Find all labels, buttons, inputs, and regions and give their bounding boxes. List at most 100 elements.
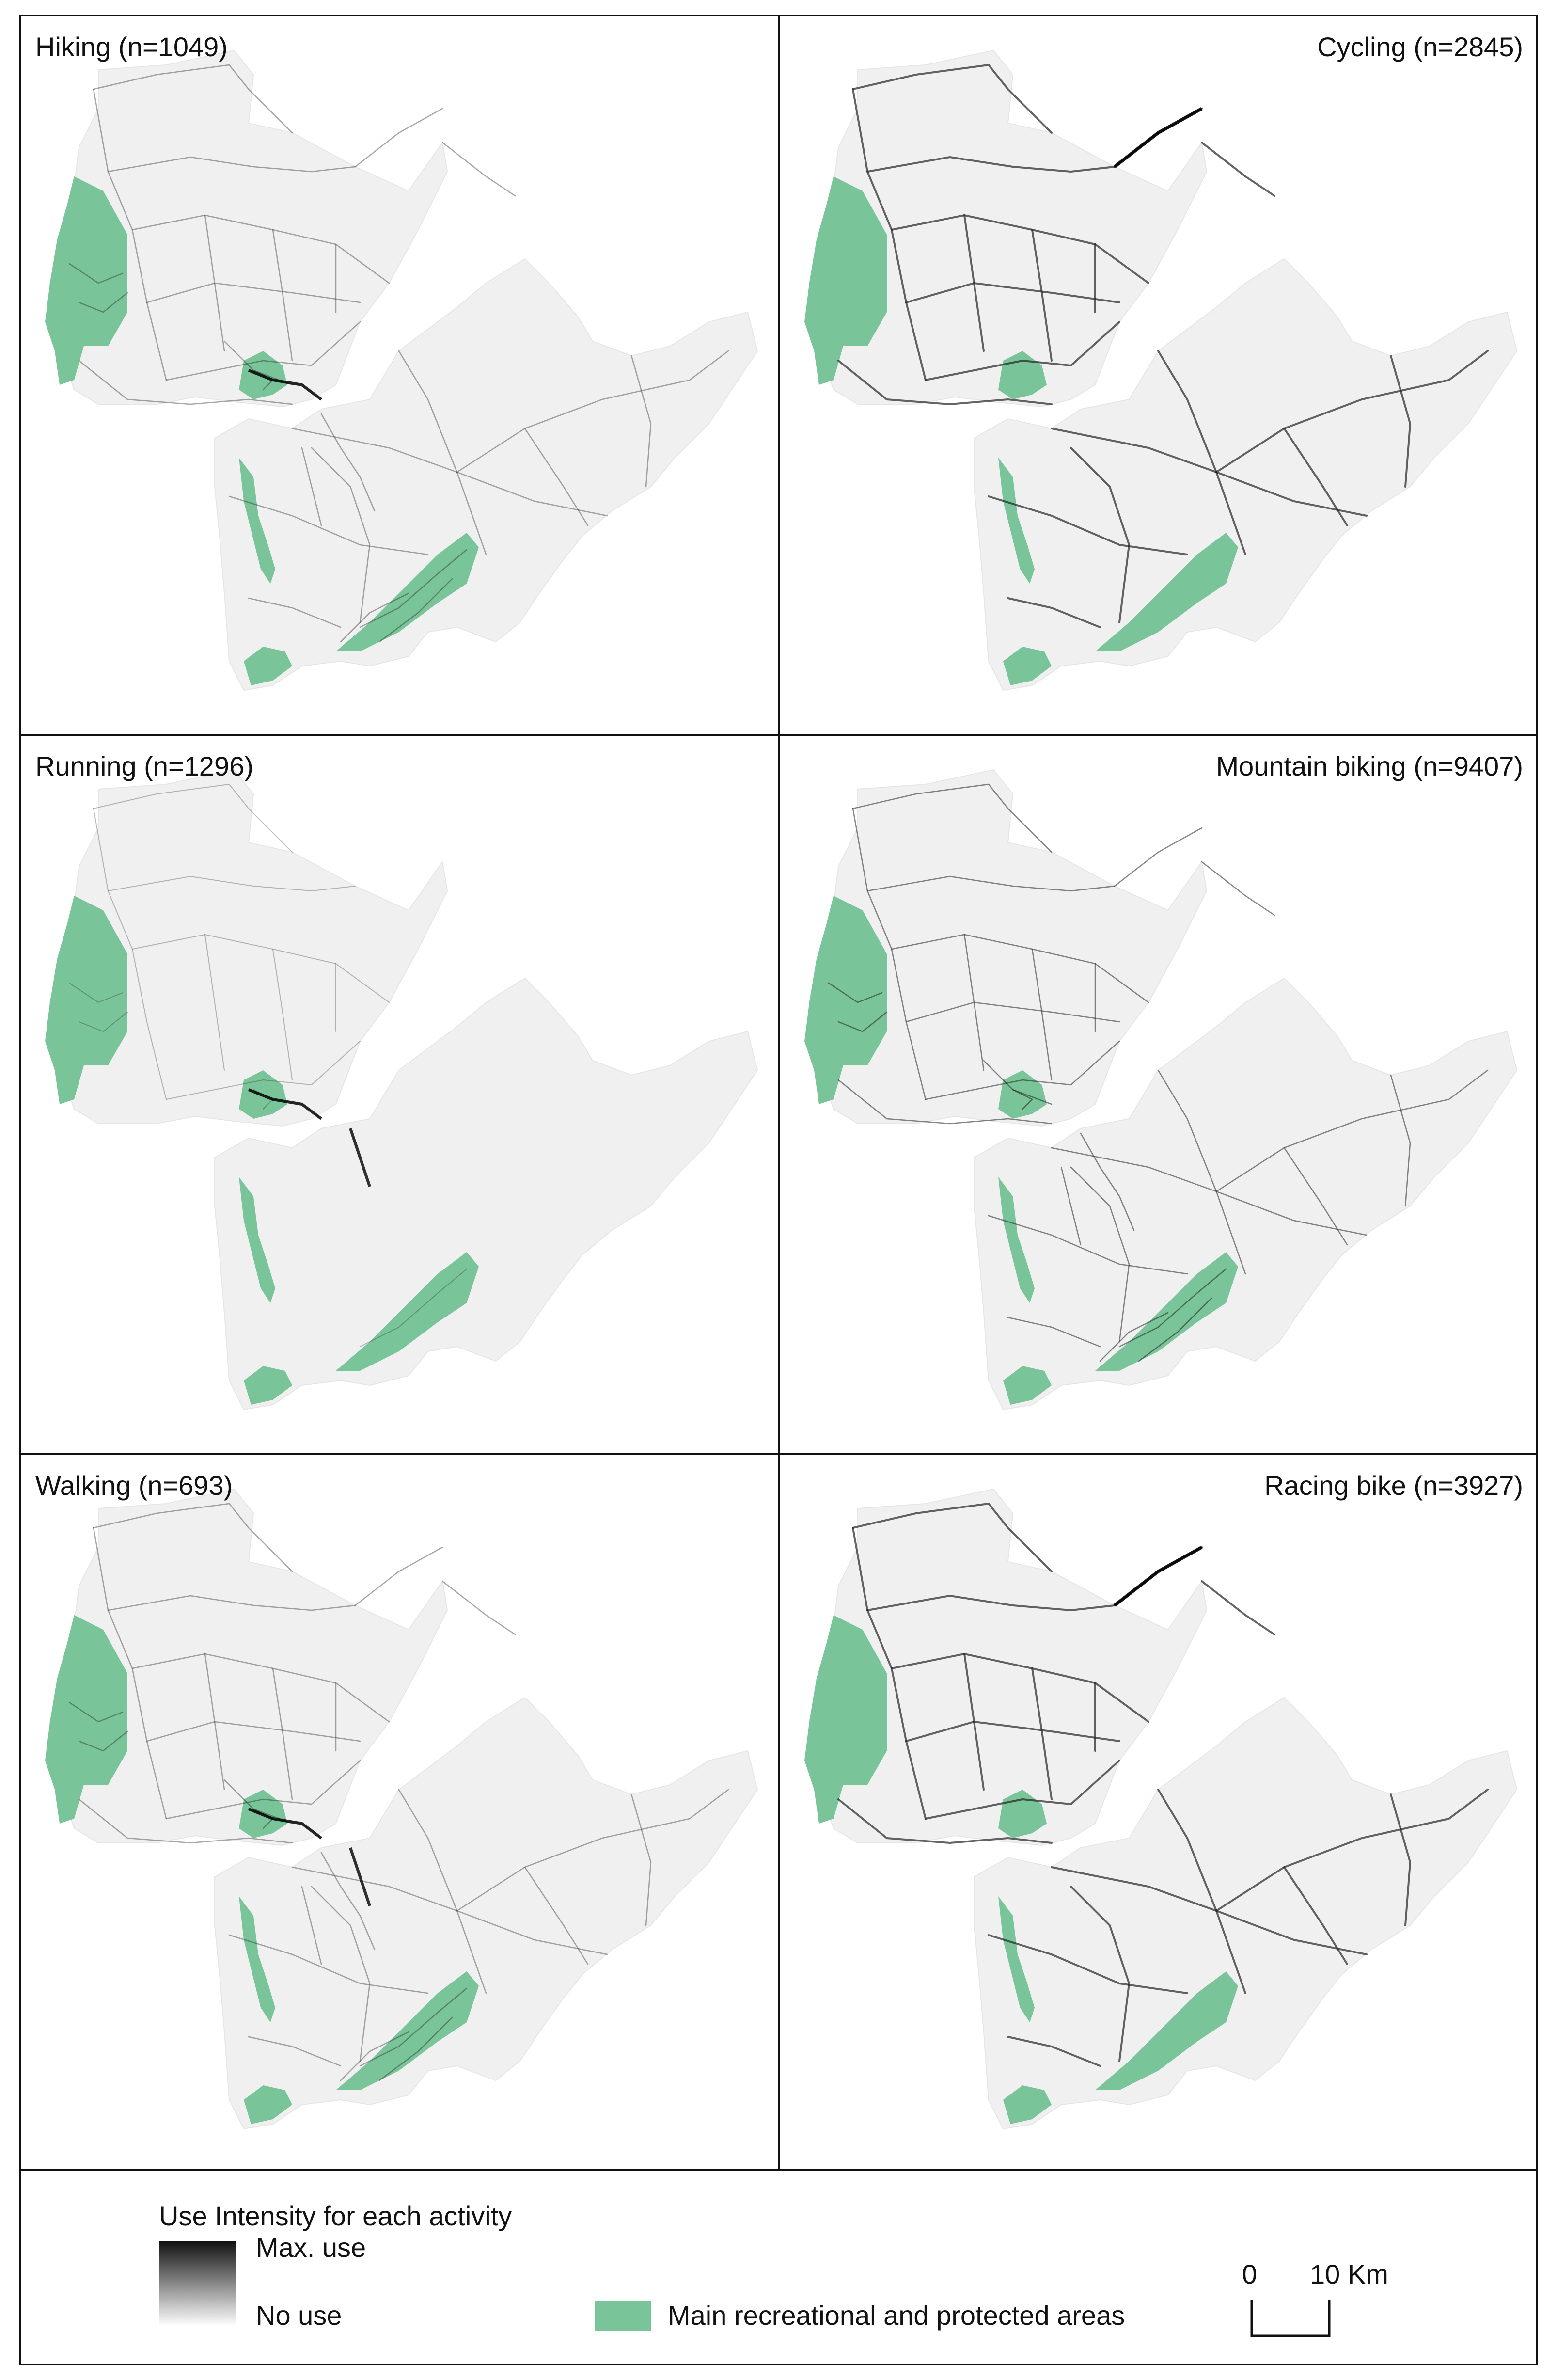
intensity-gradient-swatch (159, 2241, 236, 2326)
protected-area-3 (239, 1177, 275, 1303)
protected-area-4 (1003, 2085, 1052, 2124)
protected-area-3 (239, 458, 275, 584)
panel-title-mountain-biking: Mountain biking (n=9407) (1216, 751, 1523, 781)
protected-area-3 (998, 1896, 1035, 2022)
scale-bar (1250, 2300, 1331, 2337)
tracks-cycling (837, 63, 1489, 628)
land-south (214, 1697, 758, 2130)
track-8 (354, 108, 443, 168)
track-3 (108, 875, 356, 892)
legend: Use Intensity for each activity Max. use… (21, 2169, 1536, 2367)
track-south-hotspot (349, 1847, 371, 1906)
track-5 (204, 1653, 225, 1791)
land-south (974, 1697, 1518, 2130)
track-hotspot (248, 369, 322, 401)
track-4 (925, 321, 1120, 381)
track-14 (1157, 350, 1246, 555)
track-20 (78, 1730, 128, 1752)
track-8 (354, 1546, 443, 1606)
protected-area-4 (244, 1366, 292, 1405)
track-24 (1138, 1297, 1212, 1362)
track-23 (1118, 1268, 1227, 1348)
track-16 (524, 428, 589, 526)
track-21 (68, 263, 124, 284)
track-0 (93, 88, 167, 381)
map-content-racing-bike (804, 1488, 1518, 2130)
track-10 (905, 1720, 1120, 1742)
map-content-walking (45, 1488, 758, 2130)
track-10 (905, 1001, 1120, 1023)
track-20 (78, 292, 128, 313)
divider-vertical (778, 16, 780, 2169)
track-5 (204, 934, 225, 1071)
panel-title-hiking: Hiking (n=1049) (35, 32, 228, 62)
land-south (214, 258, 758, 691)
track-11 (360, 1269, 467, 1347)
track-18 (630, 1793, 652, 1926)
track-hotspot (248, 1088, 322, 1120)
map-running (45, 769, 758, 1411)
track-12 (311, 447, 371, 623)
track-2 (131, 1653, 390, 1723)
map-panel-cycling: Cycling (n=2845) (780, 16, 1538, 734)
protected-area-3 (998, 458, 1035, 584)
protected-area-swatch (595, 2301, 651, 2331)
tracks-racing-bike (837, 1502, 1489, 2067)
track-1 (93, 64, 293, 134)
track-18 (1390, 1793, 1412, 1926)
map-racing-bike (804, 1488, 1518, 2130)
track-2 (131, 214, 390, 284)
tracks-running (69, 783, 467, 1347)
map-panel-mountain-biking: Mountain biking (n=9407) (780, 736, 1538, 1453)
track-18 (1390, 1074, 1411, 1207)
track-12 (1070, 1886, 1131, 2062)
track-17 (988, 1215, 1188, 1275)
track-14 (398, 1789, 487, 1994)
track-13 (291, 1866, 608, 1955)
track-9 (1201, 1580, 1275, 1635)
track-1 (852, 783, 1053, 853)
panel-title-racing-bike: Racing bike (n=3927) (1264, 1470, 1523, 1501)
track-1 (93, 1503, 293, 1572)
track-9 (441, 1580, 516, 1635)
track-16 (524, 1866, 589, 1965)
track-10 (146, 282, 361, 303)
scale-zero-label: 0 (1242, 2259, 1258, 2289)
legend-title: Use Intensity for each activity (159, 2201, 512, 2231)
protected-area-4 (1003, 647, 1052, 685)
track-20 (837, 1011, 888, 1032)
track-6 (1031, 1667, 1053, 1800)
track-28 (301, 1886, 322, 1965)
map-panel-hiking: Hiking (n=1049) (21, 16, 778, 734)
map-content-running (45, 769, 758, 1411)
track-3 (107, 1595, 356, 1611)
land-cycling (808, 49, 1518, 691)
track-19 (1007, 597, 1101, 628)
track-5 (204, 214, 225, 352)
track-6 (272, 949, 293, 1080)
panel-title-walking: Walking (n=693) (35, 1470, 233, 1501)
track-15 (1215, 1789, 1489, 1912)
track-14 (1157, 1069, 1246, 1275)
legend-max-label: Max. use (256, 2232, 366, 2263)
protected-areas-running (45, 896, 479, 1405)
protected-area-0 (804, 896, 887, 1104)
track-2 (132, 934, 390, 1003)
track-14 (1157, 1789, 1246, 1994)
track-19 (1007, 1317, 1101, 1348)
legend-min-label: No use (256, 2300, 342, 2331)
track-17 (988, 495, 1188, 555)
track-3 (866, 1594, 1116, 1612)
track-25 (1099, 1312, 1169, 1362)
track-4 (925, 1040, 1120, 1100)
track-28 (301, 447, 322, 526)
track-11 (837, 1079, 1053, 1125)
divider-legend (21, 2169, 1536, 2171)
protected-area-0 (804, 1615, 887, 1824)
track-21 (828, 982, 883, 1003)
track-15 (1215, 1069, 1489, 1192)
track-19 (248, 597, 342, 628)
track-25 (340, 2031, 409, 2081)
land-south (974, 977, 1518, 1411)
protected-areas-hiking (45, 176, 479, 685)
